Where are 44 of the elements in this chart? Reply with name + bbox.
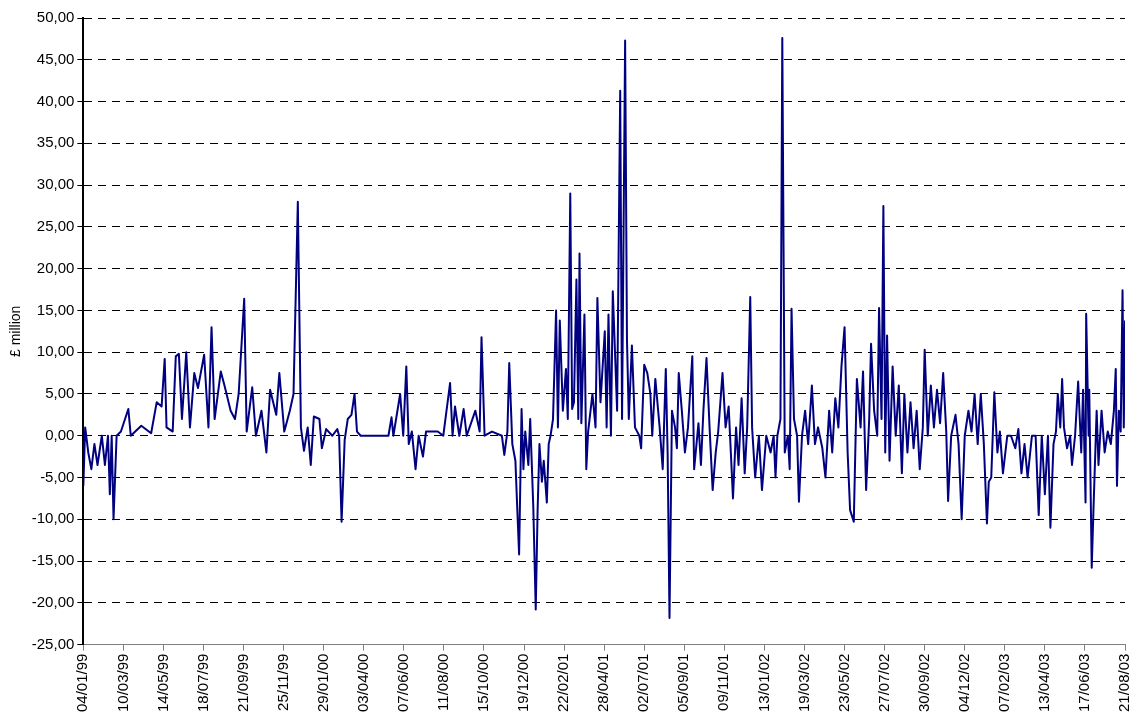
x-tick-label: 07/06/00 bbox=[393, 653, 411, 712]
x-tick-label: 30/09/02 bbox=[914, 653, 932, 712]
x-tick-label: 10/03/99 bbox=[113, 653, 131, 712]
x-tick-label: 05/09/01 bbox=[674, 653, 692, 712]
y-tick-label: 50,00 bbox=[36, 8, 75, 26]
y-axis-title: £ million bbox=[7, 305, 24, 357]
y-tick-label: 5,00 bbox=[45, 384, 75, 402]
x-tick-label: 15/10/00 bbox=[474, 653, 492, 712]
y-tick-label: 0,00 bbox=[45, 425, 75, 443]
x-tick-label: 02/07/01 bbox=[634, 653, 652, 712]
y-tick-label: -15,00 bbox=[31, 551, 75, 569]
x-tick-label: 28/04/01 bbox=[594, 653, 612, 712]
y-tick-label: 45,00 bbox=[36, 49, 75, 67]
x-tick-label: 21/08/03 bbox=[1115, 653, 1133, 712]
x-tick-label: 04/12/02 bbox=[954, 653, 972, 712]
y-tick-label: 15,00 bbox=[36, 300, 75, 318]
x-tick-label: 19/03/02 bbox=[794, 653, 812, 712]
y-tick-label: -20,00 bbox=[31, 592, 75, 610]
x-tick-label: 18/07/99 bbox=[193, 653, 211, 712]
y-tick-label: 35,00 bbox=[36, 133, 75, 151]
x-tick-label: 04/01/99 bbox=[73, 653, 91, 712]
x-tick-label: 07/02/03 bbox=[994, 653, 1012, 712]
y-tick-label: 10,00 bbox=[36, 342, 75, 360]
x-tick-label: 03/04/00 bbox=[353, 653, 371, 712]
x-tick-label: 23/05/02 bbox=[834, 653, 852, 712]
y-tick-label: 25,00 bbox=[36, 217, 75, 235]
x-tick-label: 25/11/99 bbox=[273, 653, 291, 711]
x-tick-label: 22/02/01 bbox=[554, 653, 572, 712]
y-tick-label: -5,00 bbox=[40, 467, 75, 485]
x-tick-label: 14/05/99 bbox=[153, 653, 171, 712]
y-tick-label: -25,00 bbox=[31, 634, 75, 652]
y-tick-label: 20,00 bbox=[36, 258, 75, 276]
x-tick-label: 09/11/01 bbox=[714, 653, 732, 711]
x-tick-label: 19/12/00 bbox=[514, 653, 532, 712]
y-tick-label: 40,00 bbox=[36, 91, 75, 109]
y-tick-label: -10,00 bbox=[31, 509, 75, 527]
x-tick-label: 29/01/00 bbox=[313, 653, 331, 712]
x-tick-label: 13/04/03 bbox=[1035, 653, 1053, 712]
x-tick-label: 17/06/03 bbox=[1075, 653, 1093, 712]
x-tick-label: 27/07/02 bbox=[874, 653, 892, 712]
y-tick-label: 30,00 bbox=[36, 175, 75, 193]
x-tick-label: 11/08/00 bbox=[434, 653, 452, 711]
x-tick-label: 13/01/02 bbox=[754, 653, 772, 712]
x-tick-label: 21/09/99 bbox=[233, 653, 251, 712]
